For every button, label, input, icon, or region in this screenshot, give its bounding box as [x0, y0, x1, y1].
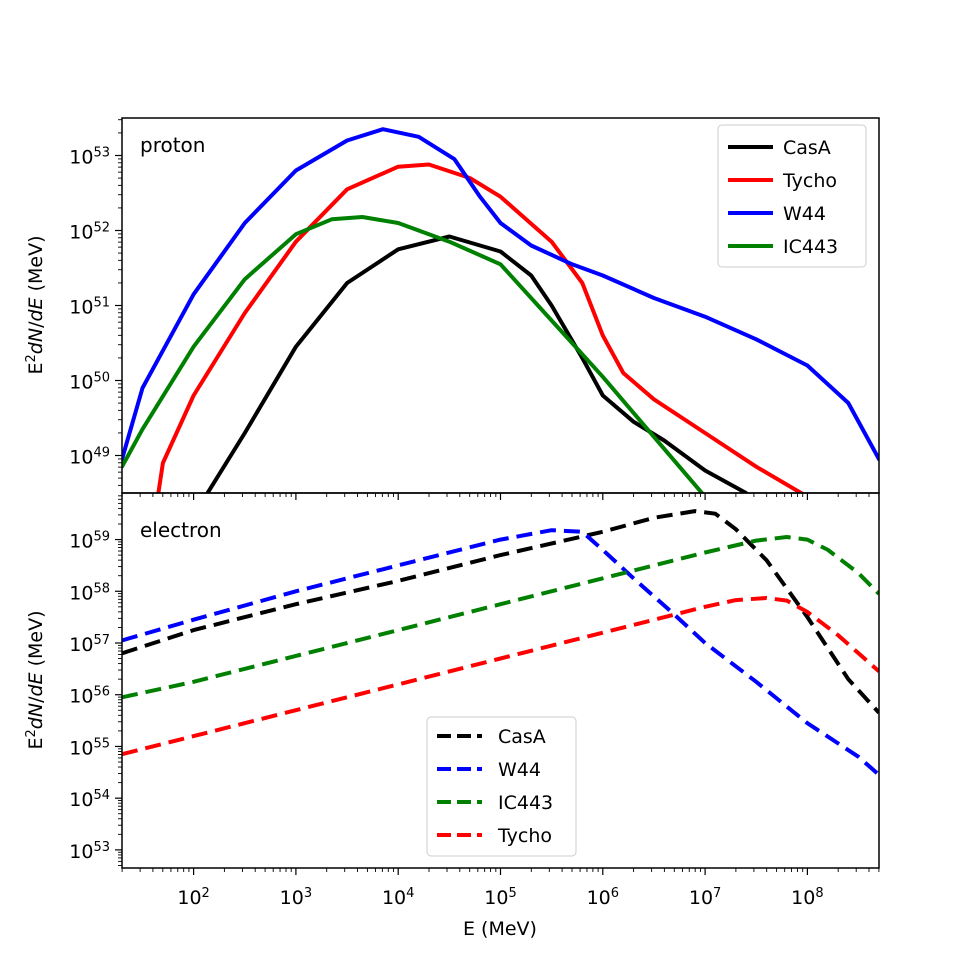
x-tick-label: 103: [280, 886, 312, 910]
series-line-electron-ic443: [122, 535, 879, 700]
series-line-electron-casa: [122, 509, 879, 715]
x-tick-label: 105: [484, 886, 516, 910]
x-tick-label: 106: [587, 886, 619, 910]
legend-label-w44-electron: W44: [498, 759, 541, 781]
legend-label-ic443: IC443: [783, 236, 838, 258]
proton-legend: CasA Tycho W44 IC443: [717, 124, 867, 268]
legend-label-casa: CasA: [783, 137, 831, 159]
electron-y-axis-label: E2dN/dE (MeV): [24, 610, 48, 749]
electron-legend-box: [426, 716, 577, 857]
legend-label-w44: W44: [783, 203, 826, 225]
y-tick-label: 1053: [69, 839, 110, 863]
series-line-electron-w44: [122, 528, 879, 777]
electron-legend: CasA W44 IC443 Tycho: [426, 716, 577, 857]
y-tick-label: 1052: [69, 220, 110, 244]
series-line-proton-ic443: [122, 215, 705, 493]
legend-label-casa-electron: CasA: [498, 726, 546, 748]
series-line-electron-tycho: [122, 596, 879, 757]
proton-panel: 1049 1050 1051 1052 1053 proton CasA Tycho W…: [24, 117, 880, 500]
electron-panel: 1053 1054 1055 1056 1057 1058 1059 102 103 104 105…: [24, 492, 880, 910]
series-line-proton-tycho: [156, 162, 806, 493]
series-line-proton-w44: [122, 127, 879, 462]
y-tick-label: 1055: [69, 736, 110, 760]
legend-label-ic443-electron: IC443: [498, 792, 553, 814]
x-tick-label: 102: [177, 886, 209, 910]
legend-label-tycho-electron: Tycho: [497, 825, 552, 847]
y-tick-label: 1049: [69, 445, 110, 469]
y-tick-label: 1057: [69, 633, 110, 657]
x-tick-label: 108: [791, 886, 823, 910]
proton-legend-box: [717, 124, 867, 268]
y-tick-label: 1053: [69, 145, 110, 169]
y-tick-label: 1050: [69, 370, 110, 394]
panel-label-electron: electron: [140, 518, 222, 542]
y-tick-label: 1058: [69, 581, 110, 605]
legend-label-tycho: Tycho: [782, 170, 837, 192]
proton-y-axis-label: E2dN/dE (MeV): [24, 235, 48, 374]
electron-plot-frame: [121, 492, 880, 869]
y-tick-label: 1056: [69, 684, 110, 708]
y-tick-label: 1054: [69, 788, 110, 812]
x-tick-label: 104: [382, 886, 414, 910]
x-axis-label: E (MeV): [463, 918, 537, 940]
panel-label-proton: proton: [140, 133, 205, 157]
y-tick-label: 1051: [69, 295, 110, 319]
x-tick-label: 107: [689, 886, 721, 910]
y-tick-label: 1059: [69, 529, 110, 553]
